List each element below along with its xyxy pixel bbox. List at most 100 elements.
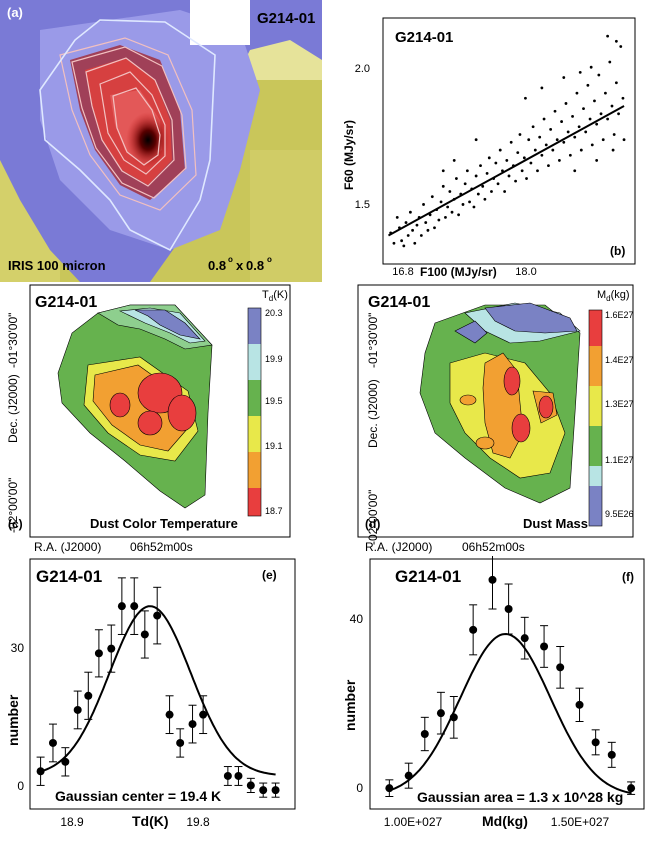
data-point bbox=[578, 70, 582, 74]
data-point bbox=[610, 104, 614, 108]
plot-frame bbox=[382, 17, 636, 265]
x-tick-label: 1.00E+027 bbox=[384, 815, 443, 829]
data-point bbox=[571, 115, 574, 118]
data-point bbox=[577, 125, 581, 129]
x-tick-label: 19.8 bbox=[186, 815, 210, 829]
data-point bbox=[498, 148, 502, 152]
data-point bbox=[558, 159, 561, 162]
data-point bbox=[479, 164, 482, 168]
plot-frame bbox=[369, 558, 645, 810]
data-point bbox=[433, 226, 436, 230]
scatter-chart-b: G214-01 2.0 1.5 16.8 18.0 F100 (MJy/sr) … bbox=[342, 17, 636, 279]
data-point bbox=[455, 177, 458, 180]
data-point bbox=[420, 730, 429, 738]
data-point bbox=[622, 138, 626, 142]
data-point bbox=[582, 107, 585, 111]
boundary-polygon bbox=[39, 19, 216, 252]
data-point bbox=[579, 148, 583, 152]
data-point bbox=[404, 771, 413, 780]
chart-title: G214-01 bbox=[395, 29, 453, 46]
caption: IRIS 100 micron bbox=[8, 258, 106, 273]
panel-label: (e) bbox=[262, 568, 277, 582]
x-axis-label: R.A. (J2000) bbox=[365, 540, 432, 554]
data-point bbox=[568, 153, 572, 157]
panel-c: G214-01 Td(K) 20.3 19.9 19.5 19.1 18.7 (… bbox=[0, 283, 322, 555]
scale-label: 0.8 o x 0.8 o bbox=[208, 255, 272, 273]
data-point bbox=[551, 148, 555, 152]
data-point bbox=[538, 135, 542, 139]
data-point bbox=[507, 174, 511, 178]
data-point bbox=[474, 174, 478, 178]
y-tick-label: -01°30'00" bbox=[6, 313, 20, 368]
data-point bbox=[117, 602, 126, 611]
colorbar bbox=[247, 307, 262, 517]
data-point bbox=[494, 161, 498, 165]
data-point bbox=[487, 156, 491, 160]
data-point bbox=[406, 234, 410, 237]
data-point bbox=[448, 190, 452, 193]
map-title: G214-01 bbox=[35, 294, 97, 311]
mass-contours bbox=[419, 302, 581, 504]
data-point bbox=[564, 102, 568, 105]
data-point bbox=[36, 767, 45, 776]
data-point bbox=[140, 630, 149, 639]
data-point bbox=[444, 215, 447, 219]
svg-text:1.4E27: 1.4E27 bbox=[605, 355, 634, 365]
data-point bbox=[590, 143, 594, 147]
data-point bbox=[61, 757, 70, 766]
data-point bbox=[612, 133, 616, 136]
data-point bbox=[509, 140, 513, 144]
svg-text:9.5E26: 9.5E26 bbox=[605, 509, 634, 519]
data-point bbox=[556, 663, 565, 672]
data-point bbox=[566, 130, 570, 134]
colorbar-ticks: 1.6E27 1.4E27 1.3E27 1.1E27 9.5E26 bbox=[605, 310, 634, 519]
panel-label: (a) bbox=[7, 5, 23, 20]
x-tick-label: 06h52m00s bbox=[130, 540, 193, 554]
data-point bbox=[614, 81, 618, 85]
data-point bbox=[94, 649, 103, 658]
y-tick-label: 2.0 bbox=[355, 63, 370, 75]
data-point bbox=[400, 239, 404, 243]
data-point bbox=[595, 159, 599, 162]
panel-b: G214-01 2.0 1.5 16.8 18.0 F100 (MJy/sr) … bbox=[340, 10, 649, 282]
histogram-f: G214-01 (f) 0 40 1.00E+027 1.50E+027 Md(… bbox=[342, 550, 645, 829]
fit-line bbox=[387, 105, 625, 237]
data-point bbox=[536, 169, 539, 173]
x-axis-label: R.A. (J2000) bbox=[34, 540, 101, 554]
data-point bbox=[446, 205, 450, 209]
data-point bbox=[488, 575, 497, 584]
panel-a: (a) G214-01 IRIS 100 micron 0.8 o x 0.8 … bbox=[0, 0, 322, 282]
y-tick-label: 30 bbox=[11, 641, 25, 655]
colorbar-title: Md(kg) bbox=[597, 289, 630, 303]
data-point bbox=[586, 83, 590, 87]
data-point bbox=[606, 117, 610, 121]
panel-title: G214-01 bbox=[257, 10, 315, 27]
data-point bbox=[441, 169, 445, 173]
data-point bbox=[404, 221, 408, 224]
data-point bbox=[452, 159, 456, 162]
data-point bbox=[560, 120, 563, 123]
panel-d: G214-01 Md(kg) 1.6E27 1.4E27 1.3E27 1.1E… bbox=[325, 283, 649, 555]
data-point bbox=[544, 143, 548, 147]
svg-text:0.8: 0.8 bbox=[208, 258, 226, 273]
data-point bbox=[527, 138, 531, 142]
mass-map: G214-01 Md(kg) 1.6E27 1.4E27 1.3E27 1.1E… bbox=[357, 284, 634, 554]
data-point bbox=[474, 138, 478, 142]
data-point bbox=[531, 125, 535, 129]
svg-text:0.8: 0.8 bbox=[246, 258, 264, 273]
data-point bbox=[476, 192, 480, 196]
data-point bbox=[469, 625, 478, 634]
annotation: Gaussian area = 1.3 x 10^28 kg bbox=[417, 789, 623, 805]
data-point bbox=[549, 127, 553, 131]
data-point bbox=[483, 197, 487, 201]
x-axis-label: Md(kg) bbox=[482, 813, 528, 829]
data-point bbox=[591, 738, 600, 747]
data-point bbox=[439, 200, 443, 204]
y-tick-label: -01°30'00" bbox=[366, 313, 380, 368]
y-axis-label: Dec. (J2000) bbox=[366, 379, 380, 448]
data-point bbox=[562, 140, 566, 144]
peak-emission bbox=[126, 112, 170, 168]
data-point bbox=[575, 91, 579, 95]
data-point bbox=[619, 45, 623, 48]
gaussian-fit-curve bbox=[388, 632, 632, 795]
